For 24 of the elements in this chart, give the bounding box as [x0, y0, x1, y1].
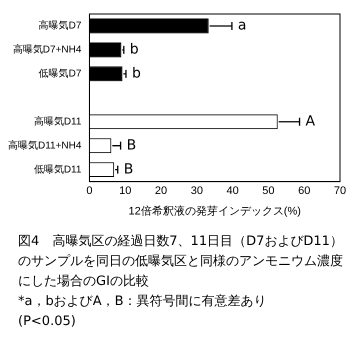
x-tick-label: 50: [262, 185, 275, 198]
text: (P<0.05): [18, 313, 77, 331]
x-tick-label: 30: [190, 185, 203, 198]
y-tick-label: 高曝気D11: [34, 115, 82, 128]
x-tick-label: 10: [119, 185, 132, 198]
text: *a，bおよびA，B：異符号間に有意差あり: [18, 293, 268, 311]
data-label: b: [130, 42, 139, 58]
data-label: a: [238, 18, 246, 34]
data-label: B: [124, 161, 134, 178]
y-tick-label: 低曝気D11: [34, 163, 82, 176]
data-label: A: [306, 113, 316, 130]
x-tick-label: 0: [86, 185, 93, 198]
x-tick-label: 60: [298, 185, 310, 198]
x-tick-label: 20: [154, 185, 168, 198]
y-tick-label: 低曝気D7: [38, 68, 82, 80]
caption: 図4 高曝気区の経過日数7、11日目（D7およびD11）のサンプルを同日の低曝気区と同様のアンモニウム濃度にした場合のGIの比較: [18, 233, 344, 291]
y-tick-label: 高曝気D7: [38, 20, 82, 32]
data-label: b: [132, 66, 141, 82]
y-tick-label: 高曝気D11+NH4: [8, 139, 82, 152]
y-tick-label: 高曝気D7+NH4: [12, 44, 82, 56]
x-axis-title: 12倍希釈液の発芽インデックス(%): [128, 204, 301, 218]
x-tick-label: 40: [226, 185, 239, 198]
x-tick-label: 70: [334, 185, 346, 198]
data-label: B: [126, 137, 136, 154]
